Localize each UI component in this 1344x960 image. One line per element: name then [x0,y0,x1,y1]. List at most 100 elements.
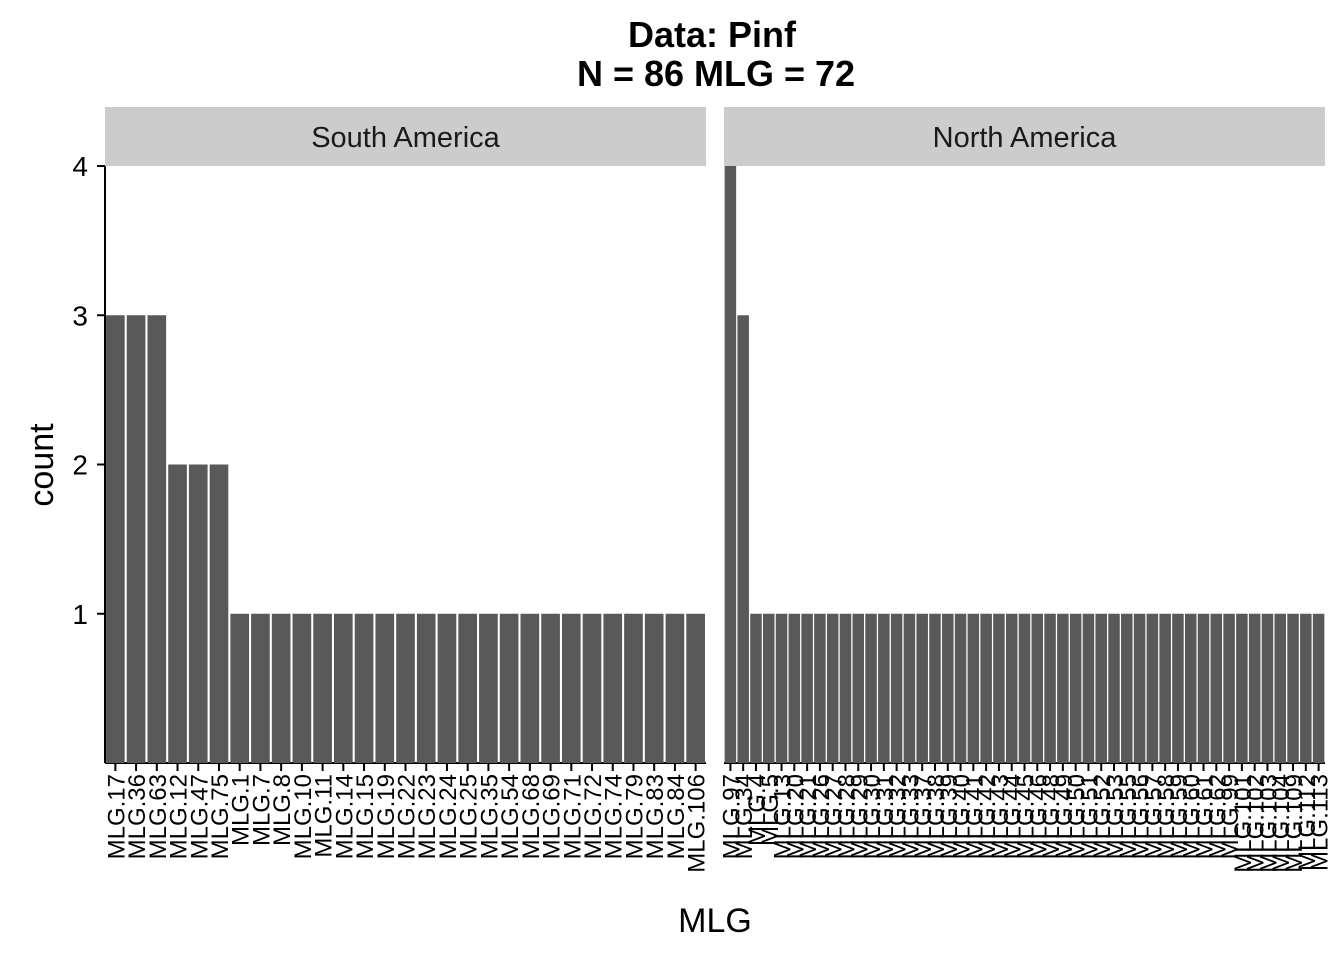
x-tick-label: MLG.71 [559,774,586,859]
bar [603,613,623,763]
bar [1274,613,1286,763]
x-tick-label: MLG.1 [228,774,255,846]
bar [1197,613,1210,763]
bar [890,613,903,763]
bar [1223,613,1235,763]
facet-panel: South AmericaMLG.17MLG.36MLG.63MLG.12MLG… [103,107,711,873]
x-tick-label: MLG.61 [1192,774,1219,859]
x-tick-label: MLG.39 [936,774,963,859]
bar [106,315,125,763]
bar [313,613,332,763]
bar [458,613,477,763]
x-tick-label: MLG.46 [1025,774,1052,859]
x-tick-label: MLG.56 [1128,774,1155,859]
bar [499,613,519,763]
bar [437,613,457,763]
x-tick-label: MLG.113 [1307,774,1334,871]
bar [230,613,250,763]
x-tick-label: MLG.104 [1268,774,1295,873]
bar [1031,613,1044,763]
y-tick-label: 4 [72,151,88,182]
x-tick-label: MLG.43 [987,774,1014,859]
bar [788,613,801,763]
bar [724,166,737,763]
x-tick-label: MLG.19 [373,774,400,859]
chart-subtitle: N = 86 MLG = 72 [577,53,855,94]
facet-strip [724,107,1325,166]
x-tick-label: MLG.4 [744,774,771,846]
x-tick-label: MLG.29 [846,774,873,859]
x-tick-label: MLG.47 [186,774,213,859]
bar [1018,613,1031,763]
x-tick-label: MLG.62 [1204,774,1231,859]
bar [147,315,167,763]
bar [814,613,826,763]
bar [750,613,762,763]
x-tick-label: MLG.112 [1294,774,1321,871]
bar [954,613,967,763]
x-tick-label: MLG.44 [1000,774,1027,859]
x-tick-label: MLG.38 [923,774,950,859]
bar [686,613,705,763]
bar [1172,613,1184,763]
bar [1057,613,1069,763]
bar [271,613,291,763]
bar [1248,613,1261,763]
bar [1210,613,1223,763]
x-tick-label: MLG.59 [1166,774,1193,859]
bar [126,315,146,763]
x-tick-label: MLG.79 [621,774,648,859]
x-tick-label: MLG.53 [1102,774,1129,859]
x-tick-label: MLG.22 [394,774,421,859]
x-tick-label: MLG.103 [1255,774,1282,873]
chart-title: Data: Pinf [628,14,797,55]
bar [1159,613,1171,763]
bar [839,613,852,763]
x-tick-label: MLG.13 [770,774,797,859]
bar [1133,613,1146,763]
x-tick-label: MLG.58 [1153,774,1180,859]
x-tick-label: MLG.60 [1179,774,1206,859]
x-tick-label: MLG.21 [795,774,822,859]
x-tick-label: MLG.54 [497,774,524,859]
x-tick-label: MLG.83 [642,774,669,859]
bar [209,464,229,763]
bar [354,613,374,763]
bar [168,464,187,763]
x-tick-label: MLG.32 [885,774,912,859]
x-tick-label: MLG.50 [1064,774,1091,859]
x-tick-label: MLG.5 [757,774,784,846]
x-tick-label: MLG.15 [352,774,379,859]
bar [561,613,581,763]
x-tick-label: MLG.27 [821,774,848,859]
bar [1108,613,1120,763]
y-tick-label: 3 [72,300,88,331]
bar [188,464,208,763]
x-tick-label: MLG.52 [1089,774,1116,859]
bar [396,613,415,763]
x-tick-label: MLG.101 [1230,774,1257,873]
bar [1287,613,1299,763]
x-tick-label: MLG.102 [1243,774,1270,873]
bar [852,613,865,763]
facet-strip-label: North America [933,122,1118,154]
x-tick-label: MLG.28 [833,774,860,859]
bar [1095,613,1107,763]
bar [416,613,436,763]
bar [942,613,954,763]
bar [1261,613,1274,763]
x-tick-label: MLG.63 [145,774,172,859]
x-tick-label: MLG.14 [331,774,358,859]
bar [1121,613,1133,763]
x-tick-label: MLG.11 [311,774,338,858]
x-tick-label: MLG.68 [518,774,545,859]
bar [826,613,839,763]
bar [916,613,928,763]
bar [1236,613,1248,763]
bar [520,613,540,763]
bar [292,613,312,763]
bar [582,613,602,763]
x-tick-label: MLG.24 [435,774,462,859]
